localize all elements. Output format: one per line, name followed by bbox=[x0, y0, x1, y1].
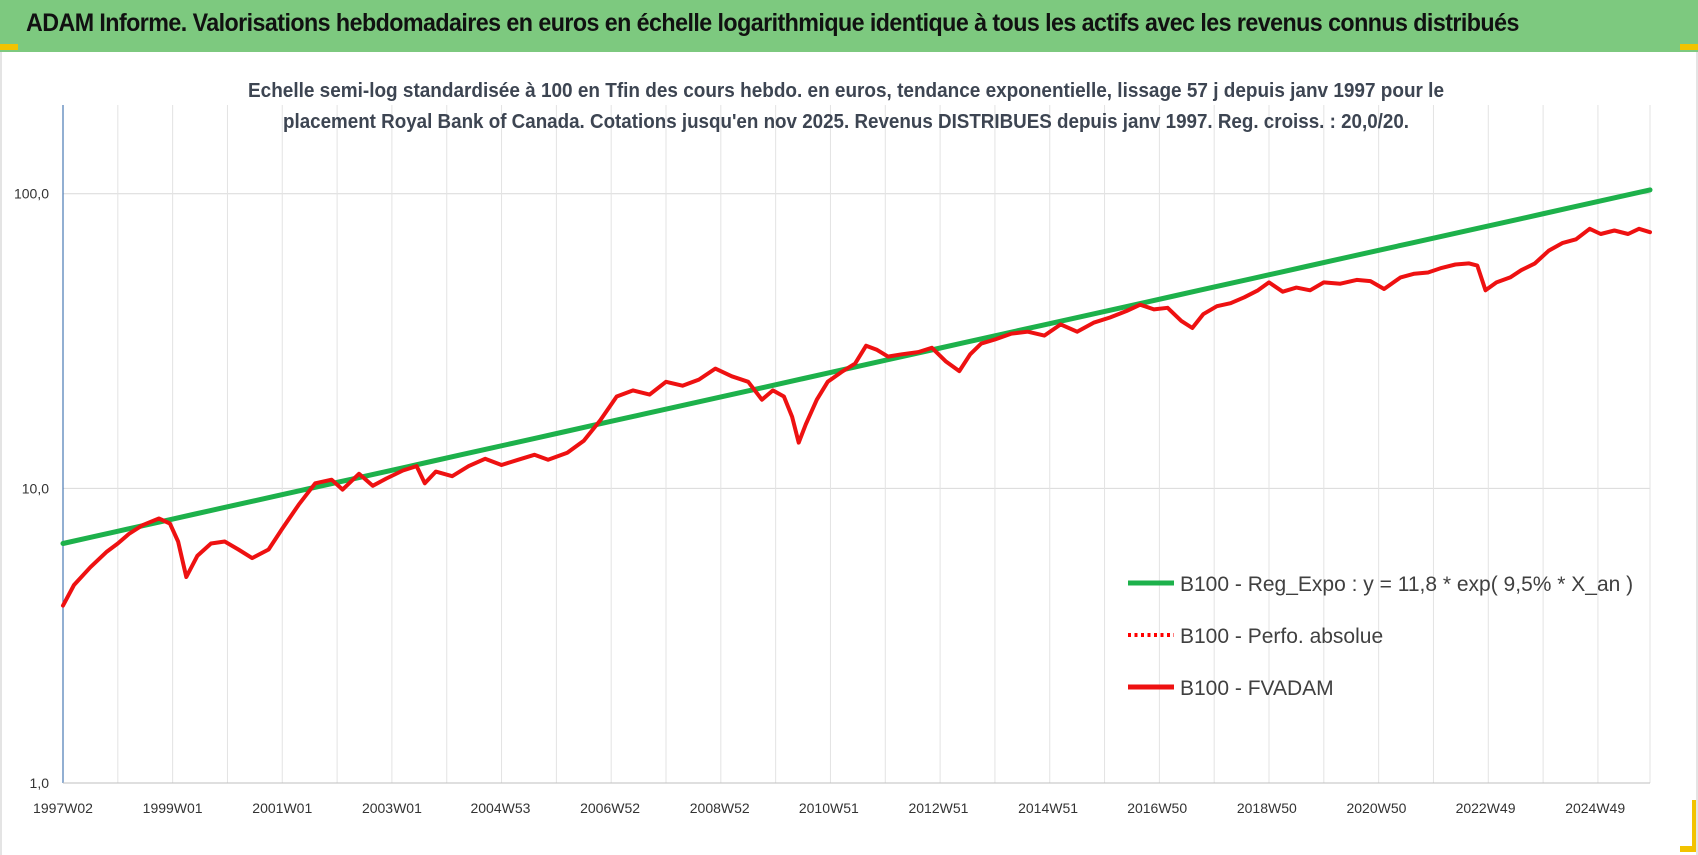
x-tick-label: 2008W52 bbox=[690, 800, 750, 816]
x-tick-label: 2001W01 bbox=[252, 800, 312, 816]
x-tick-label: 2003W01 bbox=[362, 800, 422, 816]
legend: B100 - Reg_Expo : y = 11,8 * exp( 9,5% *… bbox=[1128, 573, 1633, 700]
legend-label-reg-expo: B100 - Reg_Expo : y = 11,8 * exp( 9,5% *… bbox=[1180, 573, 1633, 596]
corner-marker-bottom-right bbox=[1692, 800, 1698, 850]
grid bbox=[62, 105, 1651, 784]
y-tick-label: 1,0 bbox=[30, 775, 50, 791]
x-tick-label: 2004W53 bbox=[470, 800, 530, 816]
y-tick-label: 100,0 bbox=[14, 186, 49, 202]
x-tick-label: 2022W49 bbox=[1456, 800, 1516, 816]
legend-label-fvadam: B100 - FVADAM bbox=[1180, 677, 1334, 700]
legend-label-perfo-absolue: B100 - Perfo. absolue bbox=[1180, 625, 1383, 648]
series-line-reg-expo bbox=[60, 187, 1653, 546]
x-tick-label: 2014W51 bbox=[1018, 800, 1078, 816]
corner-marker-top-left bbox=[0, 44, 18, 50]
x-tick-label: 2010W51 bbox=[799, 800, 859, 816]
x-tick-label: 2018W50 bbox=[1237, 800, 1297, 816]
x-tick-label: 2006W52 bbox=[580, 800, 640, 816]
chart-title-line-1: Echelle semi-log standardisée à 100 en T… bbox=[248, 80, 1444, 102]
x-tick-label: 2012W51 bbox=[908, 800, 968, 816]
corner-marker-bottom-right-h bbox=[1680, 846, 1698, 852]
y-tick-label: 10,0 bbox=[22, 480, 49, 496]
x-tick-label: 2020W50 bbox=[1346, 800, 1406, 816]
header-bar: ADAM Informe. Valorisations hebdomadaire… bbox=[0, 0, 1698, 52]
series-line-fvadam bbox=[61, 226, 1652, 608]
chart-title-line-2: placement Royal Bank of Canada. Cotation… bbox=[283, 111, 1409, 133]
x-tick-label: 2016W50 bbox=[1127, 800, 1187, 816]
page-title: ADAM Informe. Valorisations hebdomadaire… bbox=[26, 9, 1519, 37]
x-tick-label: 2024W49 bbox=[1565, 800, 1625, 816]
x-tick-label: 1999W01 bbox=[143, 800, 203, 816]
x-tick-label: 1997W02 bbox=[33, 800, 93, 816]
corner-marker-top-right bbox=[1680, 44, 1698, 50]
series-layer bbox=[60, 187, 1653, 608]
axes: 1,0 10,0 100,0 1997W02 1999W01 2001W01 2003W01… bbox=[14, 105, 1650, 816]
chart-frame bbox=[0, 52, 1698, 855]
